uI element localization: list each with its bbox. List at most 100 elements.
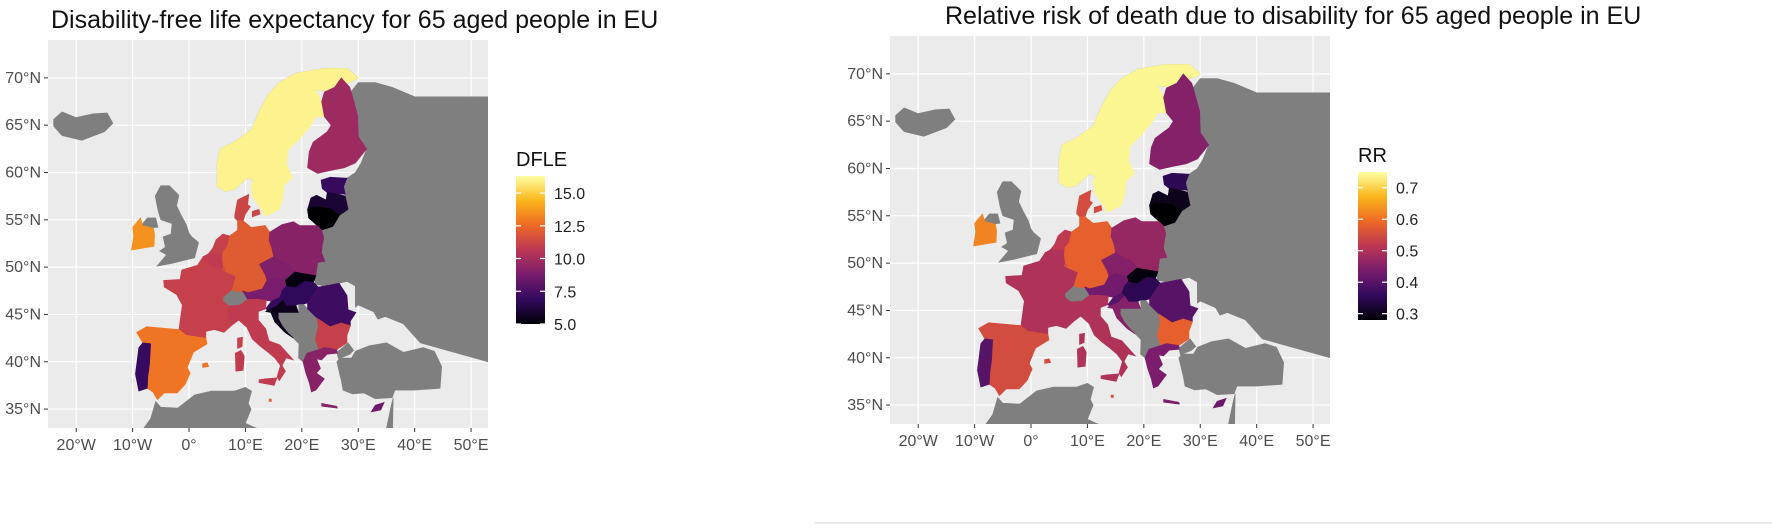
region-ireland bbox=[973, 213, 997, 247]
land-turkey-europe bbox=[1178, 338, 1197, 356]
y-tick-label: 45°N bbox=[847, 302, 883, 319]
legend: DFLE 15.0 12.5 10.0 7.5 5.0 bbox=[516, 149, 585, 334]
x-tick-label: 20°W bbox=[57, 437, 97, 454]
y-tick-label: 55°N bbox=[5, 212, 41, 229]
region-finland bbox=[307, 77, 368, 174]
x-tick-label: 0° bbox=[181, 437, 196, 454]
region-denmark bbox=[234, 193, 251, 222]
y-tick-label: 50°N bbox=[847, 255, 883, 272]
legend-break-label: 0.7 bbox=[1396, 181, 1418, 198]
legend-break-label: 15.0 bbox=[554, 186, 585, 203]
land-iceland bbox=[53, 111, 114, 141]
map-plot-area: 20°W 10°W 0° 10°E 20°E 30°E 40°E 50°E 70°N 65°N 60… bbox=[5, 40, 489, 454]
y-tick-label: 50°N bbox=[5, 259, 41, 276]
region-baleares bbox=[1044, 358, 1052, 364]
bottom-divider bbox=[815, 522, 1772, 524]
legend: RR 0.7 0.6 0.5 0.4 0.3 bbox=[1358, 145, 1418, 324]
dfle-map-svg: Disability-free life expectancy for 65 a… bbox=[5, 6, 658, 454]
region-norway bbox=[1058, 64, 1201, 188]
map-title: Relative risk of death due to disability… bbox=[945, 2, 1641, 30]
y-tick-label: 35°N bbox=[5, 401, 41, 418]
legend-break-label: 12.5 bbox=[554, 219, 585, 236]
x-tick-label: 30°E bbox=[341, 437, 376, 454]
region-crete bbox=[1163, 399, 1180, 405]
x-tick-label: 20°E bbox=[284, 437, 319, 454]
region-portugal bbox=[135, 342, 152, 392]
x-tick-label: 50°E bbox=[454, 437, 489, 454]
colorbar bbox=[516, 176, 545, 324]
legend-title: DFLE bbox=[516, 149, 567, 171]
x-tick-label: 20°E bbox=[1126, 433, 1161, 450]
region-bulgaria bbox=[315, 317, 351, 350]
region-finland bbox=[1149, 73, 1210, 170]
x-tick-label: 10°W bbox=[113, 437, 153, 454]
y-tick-label: 70°N bbox=[5, 70, 41, 87]
x-tick-label: 40°E bbox=[1239, 433, 1274, 450]
land-great-britain bbox=[154, 185, 199, 267]
region-malta bbox=[1110, 394, 1114, 398]
region-baleares bbox=[202, 362, 210, 368]
region-bulgaria bbox=[1157, 313, 1193, 346]
land-north-africa bbox=[143, 386, 394, 428]
region-italy bbox=[1069, 294, 1137, 378]
land-north-africa bbox=[985, 382, 1236, 424]
legend-break-label: 5.0 bbox=[554, 317, 576, 334]
x-tick-label: 40°E bbox=[397, 437, 432, 454]
region-croatia bbox=[1107, 295, 1141, 335]
land-northern-ireland bbox=[984, 213, 1001, 225]
legend-break-label: 0.6 bbox=[1396, 212, 1418, 229]
region-malta bbox=[268, 398, 272, 402]
x-tick-label: 50°E bbox=[1296, 433, 1331, 450]
y-tick-label: 40°N bbox=[5, 354, 41, 371]
region-sicily bbox=[1100, 373, 1120, 382]
x-tick-label: 10°E bbox=[1070, 433, 1105, 450]
colorbar bbox=[1358, 172, 1387, 320]
y-tick-label: 55°N bbox=[847, 208, 883, 225]
land-turkey bbox=[336, 342, 443, 400]
y-tick-label: 70°N bbox=[847, 66, 883, 83]
legend-break-label: 0.4 bbox=[1396, 275, 1418, 292]
region-estonia bbox=[320, 176, 348, 195]
legend-break-label: 10.0 bbox=[554, 252, 585, 269]
map-plot-area: 20°W 10°W 0° 10°E 20°E 30°E 40°E 50°E 70°N 65°N 60… bbox=[847, 36, 1331, 450]
region-norway bbox=[216, 68, 359, 192]
x-tick-label: 0° bbox=[1023, 433, 1038, 450]
region-ireland bbox=[131, 217, 155, 251]
y-tick-label: 65°N bbox=[847, 113, 883, 130]
region-sicily bbox=[258, 377, 278, 386]
region-cyprus bbox=[1212, 397, 1227, 409]
region-denmark bbox=[1076, 189, 1093, 218]
region-corsica bbox=[237, 336, 243, 349]
y-tick-label: 40°N bbox=[847, 350, 883, 367]
region-cyprus bbox=[370, 401, 385, 413]
x-tick-label: 20°W bbox=[899, 433, 939, 450]
land-northern-ireland bbox=[142, 217, 159, 229]
region-italy bbox=[227, 298, 295, 382]
region-sardinia bbox=[1076, 346, 1087, 368]
rr-map-svg: Relative risk of death due to disability… bbox=[847, 2, 1641, 450]
region-portugal bbox=[977, 338, 994, 388]
region-lithuania bbox=[1149, 202, 1182, 227]
region-estonia bbox=[1162, 172, 1190, 191]
y-tick-label: 60°N bbox=[5, 164, 41, 181]
y-tick-label: 60°N bbox=[847, 160, 883, 177]
legend-break-label: 7.5 bbox=[554, 284, 576, 301]
map-title: Disability-free life expectancy for 65 a… bbox=[51, 6, 658, 34]
region-corsica bbox=[1079, 332, 1085, 345]
region-zealand bbox=[1093, 205, 1103, 214]
land-iceland bbox=[895, 107, 956, 137]
legend-title: RR bbox=[1358, 145, 1387, 167]
region-zealand bbox=[251, 209, 261, 218]
x-tick-label: 30°E bbox=[1183, 433, 1218, 450]
x-tick-label: 10°E bbox=[228, 437, 263, 454]
region-sardinia bbox=[234, 350, 245, 372]
land-turkey-europe bbox=[336, 342, 355, 360]
land-turkey bbox=[1178, 338, 1285, 396]
legend-break-label: 0.5 bbox=[1396, 244, 1418, 261]
y-tick-label: 35°N bbox=[847, 397, 883, 414]
x-tick-label: 10°W bbox=[955, 433, 995, 450]
region-greece bbox=[302, 347, 338, 393]
region-croatia bbox=[265, 299, 299, 339]
y-tick-label: 65°N bbox=[5, 117, 41, 134]
y-tick-label: 45°N bbox=[5, 306, 41, 323]
